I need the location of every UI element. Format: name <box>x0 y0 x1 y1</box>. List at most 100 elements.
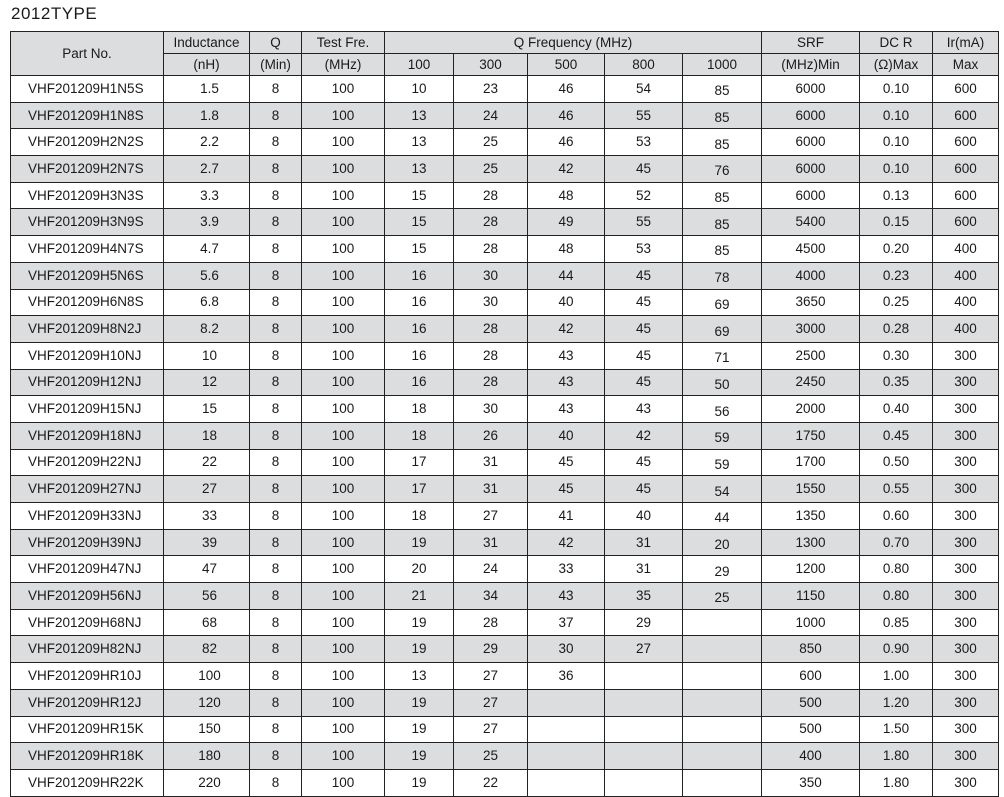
header-ir-unit: Max <box>932 53 999 76</box>
cell-srf: 1300 <box>761 528 860 557</box>
cell-dcr: 0.28 <box>859 315 933 343</box>
table-row: VHF201209H1N8S 1.8 8 100 13 24 46 55 85 6000 0.10 6… <box>10 101 999 130</box>
cell-q-800: 31 <box>604 555 683 584</box>
cell-ir: 300 <box>932 688 999 717</box>
cell-srf: 1750 <box>761 421 860 450</box>
cell-q-800: 29 <box>604 608 683 637</box>
cell-q-500 <box>527 715 605 744</box>
cell-q-500: 46 <box>527 128 605 157</box>
cell-part-no: VHF201209H27NJ <box>10 475 164 503</box>
cell-q-100: 16 <box>384 368 454 397</box>
cell-ir: 600 <box>932 208 999 237</box>
cell-srf: 6000 <box>761 101 860 130</box>
cell-dcr: 0.80 <box>859 582 933 610</box>
cell-q-min: 8 <box>249 688 302 717</box>
cell-test-freq: 100 <box>301 75 385 103</box>
spec-table: Part No. Inductance Q Test Fre. Q Freque… <box>10 31 999 797</box>
cell-q-300: 28 <box>453 181 528 210</box>
cell-q-800: 55 <box>604 101 683 130</box>
cell-ir: 300 <box>932 555 999 584</box>
cell-q-1000: 69 <box>682 288 762 317</box>
cell-part-no: VHF201209HR22K <box>10 768 164 797</box>
cell-part-no: VHF201209HR18K <box>10 742 164 770</box>
cell-inductance: 12 <box>163 368 250 397</box>
table-row: VHF201209H33NJ 33 8 100 18 27 41 40 44 1350 0.60 30… <box>10 502 999 530</box>
cell-dcr: 0.25 <box>859 288 933 317</box>
table-body: VHF201209H1N5S 1.5 8 100 10 23 46 54 85 6000 0.10 6… <box>10 75 999 797</box>
cell-q-300: 31 <box>453 475 528 503</box>
cell-q-500 <box>527 742 605 770</box>
cell-q-min: 8 <box>249 368 302 397</box>
cell-q-1000 <box>682 608 762 637</box>
cell-test-freq: 100 <box>301 608 385 637</box>
cell-q-min: 8 <box>249 235 302 263</box>
cell-test-freq: 100 <box>301 715 385 744</box>
cell-q-min: 8 <box>249 742 302 770</box>
cell-test-freq: 100 <box>301 315 385 343</box>
cell-q-500: 46 <box>527 101 605 130</box>
cell-q-500: 43 <box>527 582 605 610</box>
cell-dcr: 0.90 <box>859 635 933 664</box>
table-row: VHF201209H8N2J 8.2 8 100 16 28 42 45 69 3000 0.28 4… <box>10 315 999 343</box>
cell-srf: 2500 <box>761 341 860 370</box>
cell-inductance: 8.2 <box>163 315 250 343</box>
table-row: VHF201209H12NJ 12 8 100 16 28 43 45 50 2450 0.35 30… <box>10 368 999 397</box>
cell-q-min: 8 <box>249 75 302 103</box>
header-test-freq: Test Fre. <box>301 31 385 54</box>
cell-q-800: 54 <box>604 75 683 103</box>
cell-inductance: 56 <box>163 582 250 610</box>
cell-inductance: 3.9 <box>163 208 250 237</box>
cell-dcr: 0.23 <box>859 261 933 290</box>
table-row: VHF201209H82NJ 82 8 100 19 29 30 27 850 0.90 300 <box>10 635 999 664</box>
cell-test-freq: 100 <box>301 555 385 584</box>
cell-inductance: 180 <box>163 742 250 770</box>
cell-q-1000: 76 <box>682 155 762 183</box>
cell-q-min: 8 <box>249 715 302 744</box>
cell-inductance: 2.7 <box>163 155 250 183</box>
cell-q-1000: 54 <box>682 475 762 503</box>
cell-q-800: 52 <box>604 181 683 210</box>
cell-q-100: 15 <box>384 235 454 263</box>
cell-q-300: 23 <box>453 75 528 103</box>
cell-q-100: 16 <box>384 315 454 343</box>
cell-part-no: VHF201209HR10J <box>10 662 164 690</box>
cell-srf: 1350 <box>761 502 860 530</box>
cell-ir: 600 <box>932 181 999 210</box>
cell-part-no: VHF201209H22NJ <box>10 448 164 477</box>
cell-q-500: 37 <box>527 608 605 637</box>
cell-q-300: 24 <box>453 101 528 130</box>
cell-q-500: 43 <box>527 395 605 423</box>
table-row: VHF201209H4N7S 4.7 8 100 15 28 48 53 85 4500 0.20 4… <box>10 235 999 263</box>
cell-inductance: 39 <box>163 528 250 557</box>
cell-part-no: VHF201209H56NJ <box>10 582 164 610</box>
cell-part-no: VHF201209H3N3S <box>10 181 164 210</box>
cell-q-300: 25 <box>453 128 528 157</box>
cell-dcr: 0.35 <box>859 368 933 397</box>
cell-test-freq: 100 <box>301 341 385 370</box>
cell-q-100: 13 <box>384 662 454 690</box>
cell-q-300: 27 <box>453 688 528 717</box>
table-row: VHF201209H6N8S 6.8 8 100 16 30 40 45 69 3650 0.25 4… <box>10 288 999 317</box>
cell-q-300: 31 <box>453 448 528 477</box>
cell-srf: 1150 <box>761 582 860 610</box>
table-row: VHF201209H10NJ 10 8 100 16 28 43 45 71 2500 0.30 30… <box>10 341 999 370</box>
cell-dcr: 0.10 <box>859 75 933 103</box>
cell-part-no: VHF201209H12NJ <box>10 368 164 397</box>
table-row: VHF201209HR10J 100 8 100 13 27 36 600 1.00 300 <box>10 662 999 690</box>
cell-q-100: 13 <box>384 155 454 183</box>
cell-q-min: 8 <box>249 768 302 797</box>
cell-test-freq: 100 <box>301 368 385 397</box>
cell-dcr: 0.70 <box>859 528 933 557</box>
cell-q-1000: 85 <box>682 75 762 103</box>
cell-dcr: 1.20 <box>859 688 933 717</box>
cell-q-100: 13 <box>384 101 454 130</box>
cell-ir: 300 <box>932 421 999 450</box>
cell-q-100: 19 <box>384 742 454 770</box>
cell-srf: 5400 <box>761 208 860 237</box>
cell-q-min: 8 <box>249 155 302 183</box>
cell-q-100: 20 <box>384 555 454 584</box>
cell-q-1000 <box>682 742 762 770</box>
cell-test-freq: 100 <box>301 742 385 770</box>
cell-q-100: 13 <box>384 128 454 157</box>
cell-inductance: 220 <box>163 768 250 797</box>
